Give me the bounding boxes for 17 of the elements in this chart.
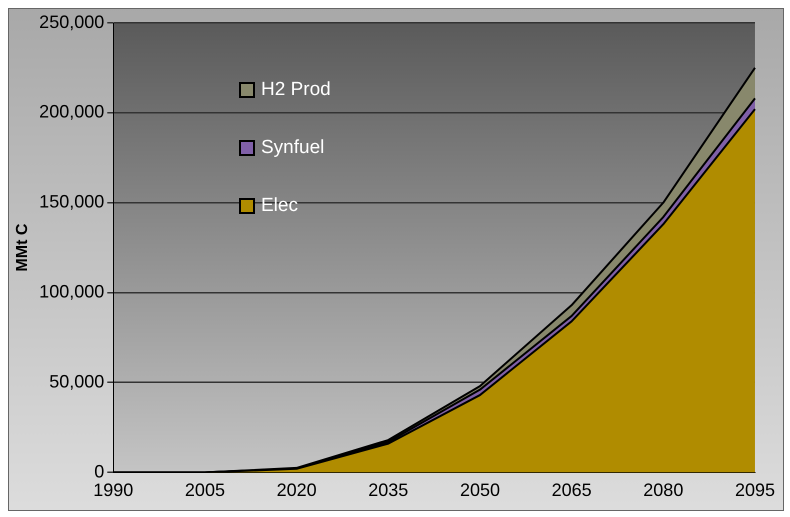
x-tick-label: 2035 [368, 480, 408, 500]
y-tick-label: 250,000 [39, 12, 104, 32]
legend-label: Synfuel [261, 137, 324, 159]
legend-label: H2 Prod [261, 79, 331, 101]
y-tick-label: 150,000 [39, 192, 104, 212]
x-tick-label: 2095 [734, 480, 775, 500]
y-tick-label: 0 [94, 461, 104, 482]
x-tick-label: 2080 [643, 480, 684, 500]
y-tick-label: 200,000 [39, 102, 104, 122]
x-tick-label: 2020 [276, 480, 317, 500]
x-tick-label: 2005 [184, 480, 225, 500]
x-tick-label: 2050 [460, 480, 500, 500]
y-tick-label: 50,000 [49, 371, 104, 392]
y-tick-label: 100,000 [39, 282, 104, 302]
y-axis-title: MMt C [14, 223, 32, 272]
x-tick-label: 2065 [552, 480, 592, 500]
x-tick-label: 1990 [93, 480, 134, 500]
